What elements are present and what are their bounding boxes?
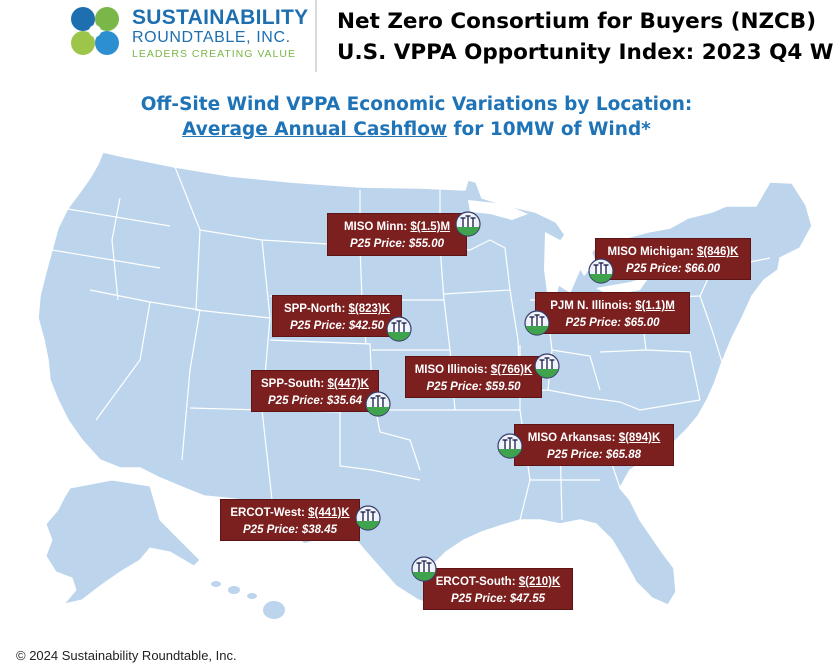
region-label-spp-south: SPP-South: $(447)K P25 Price: $35.64 — [251, 370, 379, 412]
wind-turbine-icon — [386, 316, 412, 342]
map-heading-line2: Average Annual Cashflow for 10MW of Wind… — [0, 119, 833, 140]
logo-name-line1: SUSTAINABILITY — [132, 6, 309, 29]
page-subtitle: U.S. VPPA Opportunity Index: 2023 Q4 Win… — [337, 40, 833, 65]
map-heading-line1: Off-Site Wind VPPA Economic Variations b… — [140, 94, 693, 115]
region-price: P25 Price: $59.50 — [426, 381, 521, 393]
region-cashflow: $(894)K — [618, 432, 661, 444]
map-heading-underlined: Average Annual Cashflow — [182, 119, 448, 140]
region-price: P25 Price: $66.00 — [626, 263, 720, 275]
region-name: ERCOT-South: — [435, 576, 516, 588]
region-name: MISO Illinois: — [414, 364, 488, 376]
region-name: SPP-South: — [260, 378, 325, 390]
logo-name-line2: ROUNDTABLE, INC. — [132, 29, 291, 46]
region-label-miso-arkansas: MISO Arkansas: $(894)K P25 Price: $65.88 — [514, 424, 674, 466]
region-name: ERCOT-West: — [230, 507, 305, 519]
region-price: P25 Price: $42.50 — [290, 320, 384, 332]
region-label-miso-minn: MISO Minn: $(1.5)M P25 Price: $55.00 — [327, 213, 467, 256]
wind-turbine-icon — [497, 433, 523, 459]
region-label-ercot-west: ERCOT-West: $(441)K P25 Price: $38.45 — [220, 499, 360, 541]
region-cashflow: $(766)K — [490, 364, 533, 376]
region-label-pjm-n-illinois: PJM N. Illinois: $(1.1)M P25 Price: $65.… — [535, 292, 690, 334]
region-label-miso-illinois: MISO Illinois: $(766)K P25 Price: $59.50 — [405, 356, 542, 398]
alaska — [45, 479, 201, 605]
region-price: P25 Price: $47.55 — [451, 593, 545, 605]
wind-turbine-icon — [365, 391, 391, 417]
region-name: MISO Michigan: — [607, 246, 694, 258]
region-cashflow: $(823)K — [348, 303, 391, 315]
region-name: MISO Arkansas: — [527, 432, 616, 444]
logo-mark-icon — [71, 7, 119, 55]
region-cashflow: $(1.5)M — [410, 221, 451, 233]
wind-turbine-icon — [524, 310, 550, 336]
region-label-miso-michigan: MISO Michigan: $(846)K P25 Price: $66.00 — [595, 238, 751, 280]
wind-turbine-icon — [455, 211, 481, 237]
region-label-spp-north: SPP-North: $(823)K P25 Price: $42.50 — [272, 295, 402, 337]
region-price: P25 Price: $65.00 — [565, 317, 660, 329]
region-label-ercot-south: ERCOT-South: $(210)K P25 Price: $47.55 — [423, 568, 573, 610]
map-heading-rest: for 10MW of Wind* — [447, 119, 651, 140]
logo-tagline: LEADERS CREATING VALUE — [132, 48, 296, 60]
hawaii — [211, 581, 285, 619]
wind-turbine-icon — [355, 505, 381, 531]
wind-turbine-icon — [588, 258, 614, 284]
region-price: P25 Price: $38.45 — [243, 524, 337, 536]
region-price: P25 Price: $35.64 — [268, 395, 362, 407]
copyright-footer: © 2024 Sustainability Roundtable, Inc. — [16, 648, 237, 663]
region-price: P25 Price: $55.00 — [350, 238, 444, 250]
header-divider — [315, 0, 317, 72]
region-price: P25 Price: $65.88 — [547, 449, 641, 461]
region-cashflow: $(1.1)M — [635, 300, 675, 312]
region-name: SPP-North: — [283, 303, 346, 315]
region-cashflow: $(846)K — [696, 246, 739, 258]
region-name: MISO Minn: — [343, 221, 408, 233]
region-name: PJM N. Illinois: — [550, 300, 632, 312]
page-title: Net Zero Consortium for Buyers (NZCB) — [337, 9, 817, 34]
wind-turbine-icon — [411, 556, 437, 582]
region-cashflow: $(441)K — [308, 507, 350, 519]
region-cashflow: $(447)K — [327, 378, 369, 390]
company-logo: SUSTAINABILITY ROUNDTABLE, INC. LEADERS … — [58, 0, 314, 66]
region-cashflow: $(210)K — [518, 576, 561, 588]
wind-turbine-icon — [534, 353, 560, 379]
